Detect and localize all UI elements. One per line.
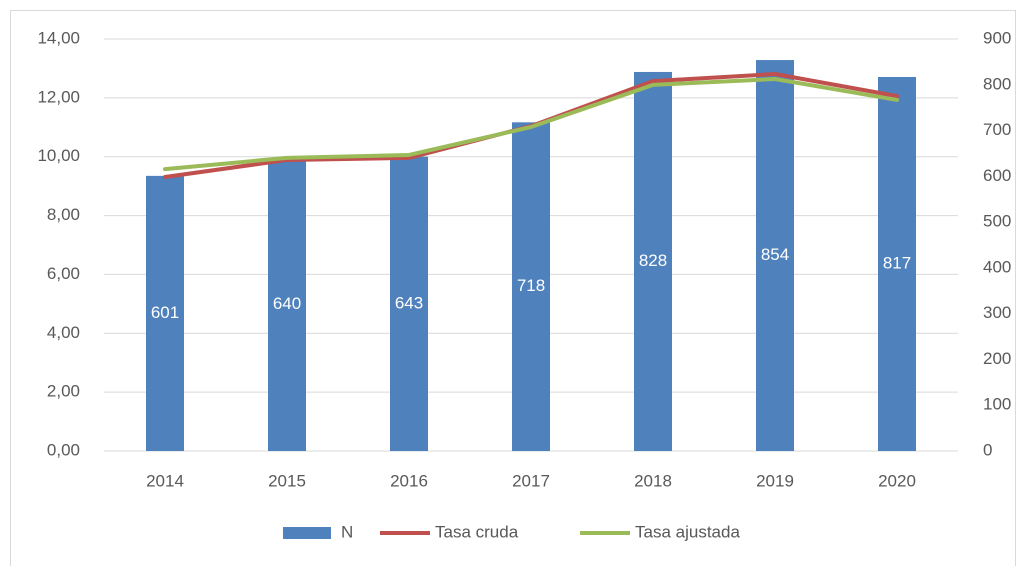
x-tick-label: 2016 xyxy=(390,471,428,490)
x-tick-label: 2014 xyxy=(146,471,184,490)
x-tick-label: 2015 xyxy=(268,471,306,490)
bar xyxy=(756,60,794,452)
chart-border xyxy=(10,10,1016,566)
bar-label: 828 xyxy=(639,251,667,270)
legend-label: Tasa ajustada xyxy=(635,522,740,541)
x-tick-label: 2019 xyxy=(756,471,794,490)
y2-tick-label: 500 xyxy=(983,212,1011,231)
y2-tick-label: 300 xyxy=(983,303,1011,322)
y-tick-label: 12,00 xyxy=(37,87,80,106)
x-tick-label: 2020 xyxy=(878,471,916,490)
y2-tick-label: 900 xyxy=(983,28,1011,47)
y-tick-label: 14,00 xyxy=(37,28,80,47)
line xyxy=(163,77,899,172)
bar-label: 643 xyxy=(395,293,423,312)
bar xyxy=(146,175,184,451)
bar xyxy=(268,158,306,451)
y2-tick-label: 700 xyxy=(983,120,1011,139)
bar xyxy=(878,76,916,452)
bar-label: 718 xyxy=(517,276,545,295)
y-tick-label: 0,00 xyxy=(47,440,80,459)
y-tick-label: 2,00 xyxy=(47,382,80,401)
y2-tick-label: 600 xyxy=(983,166,1011,185)
y2-tick-label: 100 xyxy=(983,395,1011,414)
y-tick-label: 8,00 xyxy=(47,205,80,224)
bar xyxy=(634,71,672,452)
bar-label: 601 xyxy=(151,303,179,322)
x-tick-label: 2018 xyxy=(634,471,672,490)
y-tick-label: 6,00 xyxy=(47,264,80,283)
y2-tick-label: 800 xyxy=(983,74,1011,93)
bar xyxy=(390,156,428,451)
bar xyxy=(512,122,550,451)
bar-label: 640 xyxy=(273,294,301,313)
legend-label: N xyxy=(341,522,353,541)
y-tick-label: 4,00 xyxy=(47,323,80,342)
x-tick-label: 2017 xyxy=(512,471,550,490)
legend-swatch xyxy=(283,527,331,539)
y2-tick-label: 200 xyxy=(983,349,1011,368)
bar-label: 817 xyxy=(883,253,911,272)
y2-tick-label: 0 xyxy=(983,440,992,459)
legend-label: Tasa cruda xyxy=(435,522,519,541)
bar-label: 854 xyxy=(761,245,789,264)
y2-tick-label: 400 xyxy=(983,257,1011,276)
y-tick-label: 10,00 xyxy=(37,146,80,165)
